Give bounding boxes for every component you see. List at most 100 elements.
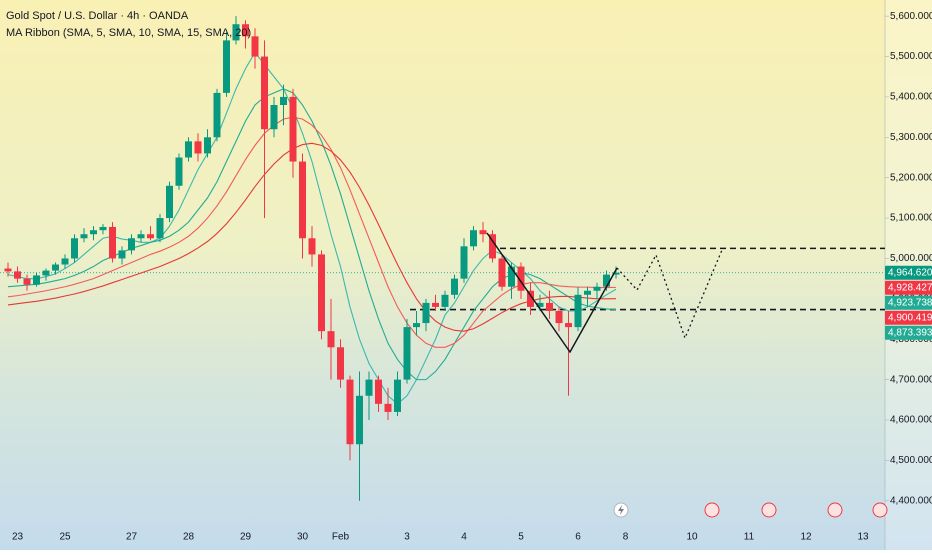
candle-body bbox=[584, 290, 591, 295]
candle-body bbox=[118, 250, 126, 259]
candle-body bbox=[80, 234, 88, 239]
candle-body bbox=[42, 270, 50, 276]
candle-body bbox=[223, 40, 230, 93]
candle-body bbox=[61, 258, 69, 265]
candle-body bbox=[498, 258, 506, 287]
candle-body bbox=[517, 266, 525, 291]
x-tick-label: Feb bbox=[332, 532, 350, 543]
candle-body bbox=[536, 302, 544, 307]
y-tick-label: 4,600.000 bbox=[890, 415, 932, 426]
candle-body bbox=[289, 96, 297, 162]
candle-body bbox=[384, 403, 392, 412]
event-icon bbox=[761, 502, 777, 518]
candle-body bbox=[546, 302, 553, 311]
candle-body bbox=[109, 226, 116, 259]
y-tick-label: 4,500.000 bbox=[890, 455, 932, 466]
y-tick-label: 5,100.000 bbox=[890, 213, 932, 224]
candle-body bbox=[175, 157, 183, 186]
candle-body bbox=[23, 278, 31, 285]
x-tick-label: 12 bbox=[800, 532, 812, 543]
price-tag-label: 4,923.738 bbox=[888, 297, 932, 308]
candle-body bbox=[14, 271, 21, 279]
candle-body bbox=[612, 272, 620, 275]
candle-body bbox=[327, 331, 335, 348]
y-tick-label: 5,400.000 bbox=[890, 92, 932, 103]
candle-body bbox=[603, 274, 610, 287]
x-tick-label: 6 bbox=[575, 532, 581, 543]
x-tick-label: 10 bbox=[686, 532, 698, 543]
x-tick-label: 27 bbox=[126, 532, 138, 543]
candle-body bbox=[194, 141, 202, 154]
candle-body bbox=[479, 230, 487, 235]
candle-body bbox=[166, 185, 173, 219]
y-tick-label: 4,400.000 bbox=[890, 495, 932, 506]
ma-line bbox=[7, 116, 617, 348]
candle-body bbox=[593, 286, 601, 291]
y-tick-label: 5,500.000 bbox=[890, 51, 932, 62]
y-tick-label: 5,600.000 bbox=[890, 11, 932, 22]
candle-body bbox=[242, 24, 249, 37]
y-tick-label: 5,300.000 bbox=[890, 132, 932, 143]
candle-body bbox=[71, 238, 78, 259]
candle-body bbox=[4, 268, 12, 272]
candle-body bbox=[555, 310, 563, 324]
y-tick-label: 4,700.000 bbox=[890, 374, 932, 385]
price-tag-label: 4,900.419 bbox=[888, 312, 932, 323]
event-icons bbox=[613, 502, 888, 518]
trend-drawing bbox=[486, 232, 618, 354]
candle-body bbox=[232, 24, 240, 41]
candle-body bbox=[251, 36, 259, 57]
candle-body bbox=[508, 266, 515, 287]
price-tag bbox=[885, 310, 932, 325]
candle-body bbox=[432, 302, 439, 307]
candle-body bbox=[356, 395, 363, 445]
candle-body bbox=[90, 230, 97, 235]
x-tick-label: 11 bbox=[744, 532, 755, 543]
x-tick-label: 3 bbox=[404, 532, 410, 543]
candle-body bbox=[441, 294, 449, 307]
candle-body bbox=[270, 105, 278, 130]
candle-body bbox=[99, 226, 107, 231]
event-icon bbox=[827, 502, 843, 518]
x-tick-label: 25 bbox=[59, 532, 71, 543]
candle-body bbox=[213, 92, 221, 138]
x-tick-label: 30 bbox=[297, 532, 309, 543]
candle-body bbox=[489, 234, 496, 259]
candle-body bbox=[470, 230, 477, 247]
candle-body bbox=[147, 234, 154, 239]
price-tag-label: 4,873.393 bbox=[888, 327, 932, 338]
candle-body bbox=[299, 161, 306, 239]
chart-title: Gold Spot / U.S. Dollar · 4h · OANDA bbox=[6, 10, 189, 22]
price-tag bbox=[885, 265, 932, 280]
y-tick-label: 5,200.000 bbox=[890, 172, 932, 183]
candle-body bbox=[137, 234, 145, 239]
candle-body bbox=[52, 264, 59, 271]
plot-area bbox=[0, 16, 885, 501]
event-icon bbox=[618, 505, 624, 515]
x-tick-label: 4 bbox=[461, 532, 467, 543]
candle-body bbox=[156, 218, 164, 239]
price-tag-label: 4,964.620 bbox=[888, 267, 932, 278]
candle-body bbox=[346, 379, 354, 445]
price-tag bbox=[885, 280, 932, 295]
candle-body bbox=[451, 278, 458, 295]
price-tag bbox=[885, 295, 932, 310]
x-tick-label: 29 bbox=[240, 532, 252, 543]
candle-body bbox=[33, 275, 40, 285]
candle-body bbox=[565, 323, 572, 328]
x-tick-label: 13 bbox=[857, 532, 869, 543]
x-tick-label: 23 bbox=[12, 532, 24, 543]
x-tick-label: 28 bbox=[183, 532, 195, 543]
price-tag bbox=[885, 325, 932, 340]
candle-body bbox=[422, 302, 430, 324]
candle-body bbox=[185, 141, 192, 158]
candle-body bbox=[413, 323, 420, 328]
candle-body bbox=[403, 327, 411, 380]
x-tick-label: 5 bbox=[518, 532, 524, 543]
event-icon bbox=[704, 502, 720, 518]
candle-body bbox=[261, 56, 268, 130]
ma-line bbox=[7, 142, 617, 332]
x-tick-label: 8 bbox=[623, 532, 629, 543]
